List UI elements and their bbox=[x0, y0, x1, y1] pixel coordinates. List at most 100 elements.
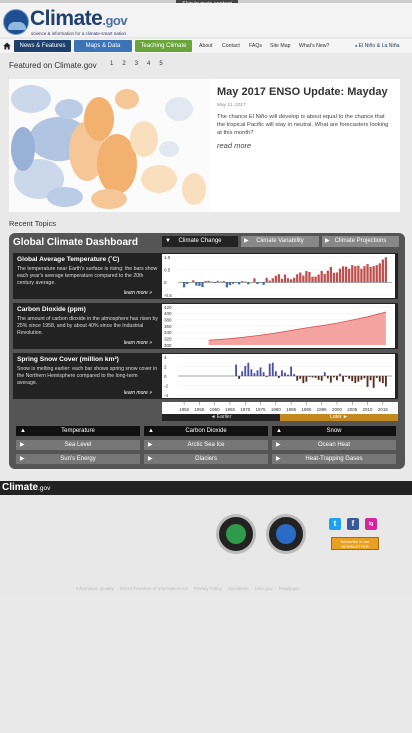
footer-link[interactable]: Information Quality bbox=[76, 586, 114, 591]
sea-surface-anomaly-map bbox=[9, 79, 210, 212]
temperature-panel-text[interactable]: Global Average Temperature (˚C) The temp… bbox=[13, 253, 162, 299]
temperature-bar bbox=[323, 273, 326, 283]
temperature-bar bbox=[268, 280, 271, 283]
variable-label: Ocean Heat bbox=[317, 442, 351, 448]
temperature-bar bbox=[372, 266, 375, 283]
variable-heat-trapping-gases-button[interactable]: ▶ Heat-Trapping Gases bbox=[272, 454, 396, 464]
panel-description: The temperature near Earth's surface is … bbox=[17, 266, 158, 286]
timeline-year-label: 2015 bbox=[378, 407, 389, 412]
temperature-bar bbox=[329, 266, 333, 283]
footer-link[interactable]: NOAA Freedom of Information Act bbox=[119, 586, 188, 591]
footer-logo[interactable]: Climate.gov bbox=[2, 482, 50, 493]
nav-about-link[interactable]: About bbox=[199, 43, 213, 49]
featured-heading: Featured on Climate.gov bbox=[9, 61, 97, 70]
earlier-button[interactable]: ◄ Earlier bbox=[162, 414, 280, 421]
co2-panel-text[interactable]: Carbon Dioxide (ppm) The amount of carbo… bbox=[13, 303, 162, 349]
temperature-bar bbox=[299, 272, 302, 283]
temperature-bar bbox=[335, 272, 339, 283]
pager-item[interactable]: 3 bbox=[134, 61, 139, 67]
footer-link[interactable]: Ready.gov bbox=[278, 586, 300, 591]
nav-news-features-button[interactable]: News & Features bbox=[14, 40, 71, 52]
nav-contact-link[interactable]: Contact bbox=[222, 43, 240, 49]
pager-item[interactable]: 1 bbox=[110, 61, 114, 67]
snow-bar bbox=[372, 376, 375, 388]
nav-el-nino-link[interactable]: ● El Niño & La Niña bbox=[355, 43, 400, 49]
snow-bar bbox=[363, 376, 366, 379]
temperature-bar bbox=[357, 265, 360, 283]
home-icon[interactable] bbox=[3, 42, 11, 50]
featured-date: May 11, 2017 bbox=[217, 103, 246, 108]
tab-climate-variability[interactable]: ▶ Climate Variability bbox=[241, 236, 319, 247]
nav-faqs-link[interactable]: FAQs bbox=[249, 43, 262, 49]
award-badge-icon[interactable] bbox=[266, 514, 306, 554]
variable-suns-energy-button[interactable]: ▶ Sun's Energy bbox=[16, 454, 140, 464]
snow-panel-text[interactable]: Spring Snow Cover (million km²) Snow is … bbox=[13, 353, 162, 399]
learn-more-link[interactable]: learn more » bbox=[123, 390, 152, 396]
twitter-icon[interactable]: t bbox=[329, 518, 341, 530]
featured-image[interactable] bbox=[9, 79, 210, 212]
footer-link[interactable]: Privacy Policy bbox=[193, 586, 222, 591]
nav-whats-new-link[interactable]: What's New? bbox=[299, 43, 330, 49]
variable-co2-button[interactable]: ▲ Carbon Dioxide bbox=[144, 426, 268, 436]
variable-glaciers-button[interactable]: ▶ Glaciers bbox=[144, 454, 268, 464]
logo-main: Climate bbox=[30, 7, 103, 30]
temperature-bar bbox=[262, 282, 265, 285]
variable-arctic-sea-ice-button[interactable]: ▶ Arctic Sea Ice bbox=[144, 440, 268, 450]
y-tick-label: 420 bbox=[164, 305, 172, 310]
learn-more-link[interactable]: learn more » bbox=[123, 340, 152, 346]
nav-teaching-climate-button[interactable]: Teaching Climate bbox=[135, 40, 192, 52]
snow-bar bbox=[378, 376, 381, 382]
instagram-icon[interactable]: ig bbox=[365, 518, 377, 530]
tab-climate-projections[interactable]: ▶ Climate Projections bbox=[322, 236, 399, 247]
nav-sitemap-link[interactable]: Site Map bbox=[270, 43, 291, 49]
timeline-year-label: 2005 bbox=[347, 407, 358, 412]
timeline-axis[interactable]: 1950 1955 1960 1965 1970 1975 1980 1985 1990 1995… bbox=[162, 402, 398, 416]
y-tick-label: 380 bbox=[164, 317, 172, 322]
temperature-bar bbox=[308, 271, 311, 283]
variable-sea-level-button[interactable]: ▶ Sea Level bbox=[16, 440, 140, 450]
temperature-chart[interactable]: 1.0 0.5 0 -0.5 bbox=[162, 253, 398, 299]
site-header: Climate.gov science & information for a … bbox=[0, 3, 412, 37]
temperature-bar bbox=[237, 282, 241, 285]
tab-climate-change[interactable]: ▼ Climate Change bbox=[162, 236, 238, 247]
snow-bar bbox=[360, 376, 363, 380]
recent-topics-heading: Recent Topics bbox=[9, 219, 56, 228]
footer-link[interactable]: Disclaimer bbox=[227, 586, 249, 591]
temperature-bar bbox=[182, 282, 186, 288]
snow-bar bbox=[351, 376, 354, 382]
snow-chart[interactable]: 4 2 0 -2 -4 bbox=[162, 353, 398, 399]
learn-more-link[interactable]: learn more » bbox=[123, 290, 152, 296]
variable-label: Glaciers bbox=[194, 456, 217, 462]
facebook-icon[interactable]: f bbox=[347, 518, 359, 530]
y-tick-label: 360 bbox=[164, 324, 172, 329]
y-tick-label: 4 bbox=[164, 355, 167, 360]
featured-read-more-link[interactable]: read more bbox=[217, 141, 252, 150]
y-tick-label: 300 bbox=[164, 343, 172, 348]
pager-item[interactable]: 4 bbox=[147, 61, 151, 67]
temperature-bar bbox=[363, 266, 366, 283]
temperature-bar bbox=[384, 257, 388, 283]
snow-bar bbox=[299, 376, 302, 379]
featured-article-card[interactable]: May 2017 ENSO Update: Mayday May 11, 201… bbox=[210, 79, 400, 212]
temperature-bar bbox=[283, 274, 287, 283]
later-button[interactable]: Later ► bbox=[280, 414, 398, 421]
co2-chart[interactable]: 420 400 380 360 340 320 300 bbox=[162, 303, 398, 349]
pager-item[interactable]: 5 bbox=[159, 61, 163, 67]
noaa-logo-icon[interactable] bbox=[3, 9, 29, 35]
co2-line bbox=[208, 311, 386, 341]
featured-title[interactable]: May 2017 ENSO Update: Mayday bbox=[217, 86, 388, 98]
footer-link[interactable]: USA.gov bbox=[254, 586, 273, 591]
variable-snow-button[interactable]: ▲ Snow bbox=[272, 426, 396, 436]
snow-bar bbox=[284, 372, 286, 376]
newsletter-subscribe-button[interactable]: Subscribe to our NEWSLETTER bbox=[331, 537, 379, 550]
variable-temperature-button[interactable]: ▲ Temperature bbox=[16, 426, 140, 436]
award-badge-icon[interactable] bbox=[216, 514, 256, 554]
chevron-down-icon: ▼ bbox=[165, 238, 171, 244]
dashboard-title: Global Climate Dashboard bbox=[13, 237, 139, 248]
nav-maps-data-button[interactable]: Maps & Data bbox=[74, 40, 132, 52]
pager-item[interactable]: 2 bbox=[122, 61, 126, 67]
variable-ocean-heat-button[interactable]: ▶ Ocean Heat bbox=[272, 440, 396, 450]
snow-chart-svg: 4 2 0 -2 -4 bbox=[164, 355, 392, 398]
site-logo[interactable]: Climate.gov bbox=[30, 7, 128, 31]
